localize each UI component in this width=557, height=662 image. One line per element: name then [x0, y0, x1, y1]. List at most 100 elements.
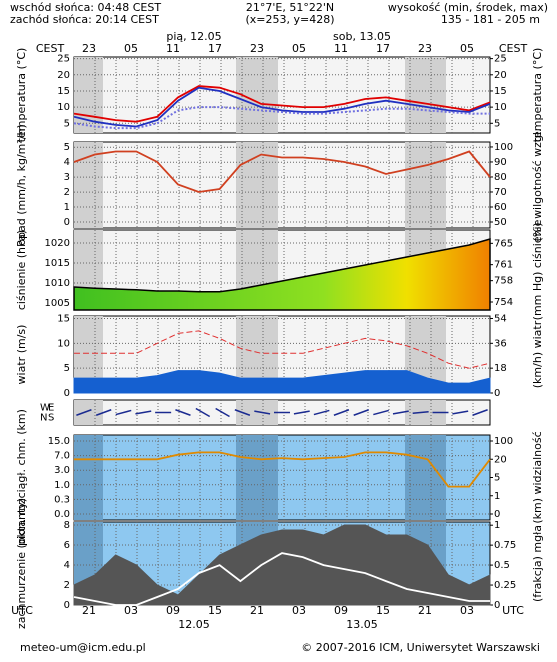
wind-arrow: [472, 409, 488, 416]
hour-label: 11: [166, 42, 180, 55]
hour-label: 11: [334, 42, 348, 55]
compass-label: S: [48, 413, 54, 424]
y-tick-label: 7.0: [54, 451, 70, 462]
y-axis-label: wiatr (m/s): [15, 325, 28, 385]
y-tick-label: 1015: [45, 258, 70, 269]
y-axis-label: opad (mm/h, kg/m²/h): [15, 124, 28, 245]
y-tick-label: 20: [57, 70, 70, 81]
day-label: 13.05: [346, 618, 378, 631]
hour-label: 09: [334, 604, 348, 617]
y-tick-label: 0.3: [54, 494, 70, 505]
y2-tick-label: 100: [494, 436, 513, 447]
wind-arrow: [293, 410, 310, 415]
y2-tick-label: 0: [494, 509, 500, 520]
y-axis-label: zachmurzenie (oktanty): [15, 498, 28, 629]
y-tick-label: 15.0: [48, 436, 70, 447]
wind-arrow: [175, 409, 191, 416]
elevation: 135 - 181 - 205 m: [441, 13, 540, 26]
y2-tick-label: 0: [494, 388, 500, 399]
y-tick-label: 4: [64, 560, 70, 571]
hour-label: 23: [82, 42, 96, 55]
hour-label: 21: [418, 604, 432, 617]
y-axis-label: temperatura (°C): [15, 48, 28, 143]
line: [73, 552, 490, 606]
wind-arrow: [95, 409, 112, 416]
y-tick-label: 10: [57, 102, 70, 113]
email: meteo-um@icm.edu.pl: [20, 641, 146, 654]
wind-arrow: [333, 409, 350, 416]
y-tick-label: 25: [57, 54, 70, 65]
y-tick-label: 5: [64, 118, 70, 129]
hour-label: 05: [292, 42, 306, 55]
coords: 21°7'E, 51°22'N: [246, 1, 334, 14]
y-tick-label: 10: [57, 338, 70, 349]
y-tick-label: 1020: [45, 238, 70, 249]
y2-tick-label: 36: [494, 338, 507, 349]
y2-tick-label: 5: [494, 118, 500, 129]
compass-label: N: [40, 413, 47, 424]
y2-tick-label: 765: [494, 238, 513, 249]
hour-label: 21: [250, 604, 264, 617]
wind-arrow: [234, 409, 251, 416]
night-band: [74, 142, 103, 228]
hour-label: 23: [250, 42, 264, 55]
y-tick-label: 8: [64, 520, 70, 531]
y2-tick-label: 90: [494, 157, 507, 168]
wind-arrow: [353, 409, 370, 416]
y2-tick-label: 761: [494, 260, 513, 271]
y-tick-label: 2: [64, 187, 70, 198]
wind-arrow: [373, 409, 389, 416]
grid-point: (x=253, y=428): [245, 13, 334, 26]
night-band: [74, 435, 103, 520]
hour-label: 09: [166, 604, 180, 617]
y2-tick-label: 10: [494, 102, 507, 113]
hour-label: 15: [376, 604, 390, 617]
y-tick-label: 4: [64, 157, 70, 168]
y-tick-label: 3: [64, 172, 70, 183]
copyright: © 2007-2016 ICM, Uniwersytet Warszawski: [301, 641, 540, 654]
night-band: [74, 400, 103, 425]
y2-tick-label: 0: [494, 600, 500, 611]
time-zone: UTC: [11, 604, 33, 617]
time-zone: CEST: [499, 42, 528, 55]
y2-tick-label: 25: [494, 54, 507, 65]
y-tick-label: 1.0: [54, 480, 70, 491]
y-axis-label: ciśnienie (hPa): [15, 230, 28, 310]
sunset: zachód słońca: 20:14 CEST: [10, 13, 159, 26]
line: [73, 106, 490, 130]
y2-axis-label: (km/h) wiatr: [531, 320, 544, 388]
compass-label: E: [48, 403, 54, 414]
time-zone: CEST: [36, 42, 65, 55]
night-band: [405, 142, 446, 228]
hour-label: 05: [460, 42, 474, 55]
y-tick-label: 5: [64, 363, 70, 374]
hour-label: 23: [418, 42, 432, 55]
area: [73, 238, 491, 311]
y2-tick-label: 54: [494, 313, 507, 324]
wind-arrow: [313, 409, 330, 416]
area: [73, 370, 491, 394]
y2-tick-label: 1: [494, 491, 500, 502]
y2-tick-label: 758: [494, 276, 513, 287]
hour-label: 05: [124, 42, 138, 55]
day-label: pią, 12.05: [166, 30, 221, 43]
line: [73, 86, 491, 128]
y2-tick-label: 70: [494, 187, 507, 198]
day-label: 12.05: [178, 618, 210, 631]
wind-arrow: [76, 409, 92, 416]
y-tick-label: 3.0: [54, 465, 70, 476]
y-tick-label: 6: [64, 540, 70, 551]
hour-label: 21: [82, 604, 96, 617]
night-band: [405, 435, 446, 520]
elevation-title: wysokość (min, środek, max): [388, 1, 548, 14]
area: [73, 524, 491, 606]
y-tick-label: 15: [57, 313, 70, 324]
wind-arrow: [215, 407, 230, 418]
y-tick-label: 2: [64, 580, 70, 591]
day-label: sob, 13.05: [333, 30, 391, 43]
wind-arrow: [392, 410, 409, 415]
hour-label: 03: [292, 604, 306, 617]
line: [74, 451, 491, 488]
y-tick-label: 0.0: [54, 509, 70, 520]
